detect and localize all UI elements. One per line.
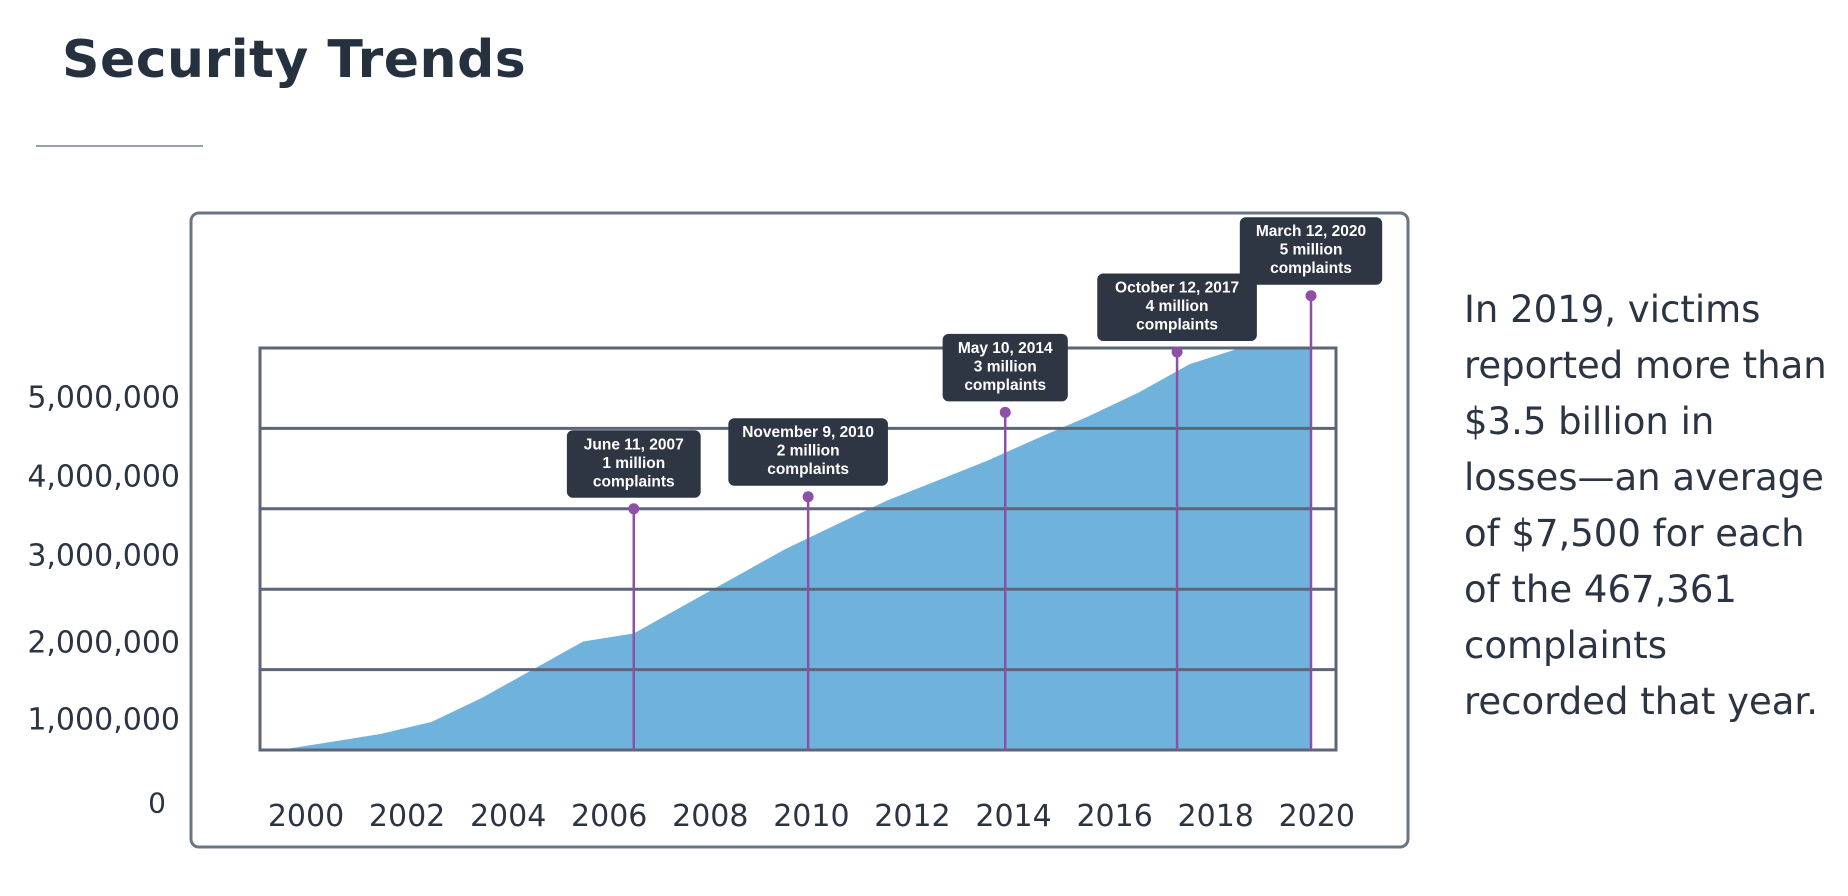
milestone-label-text: May 10, 2014 [958, 340, 1053, 357]
milestone-label-box [942, 333, 1068, 402]
milestone-label-text: October 12, 2017 [1115, 280, 1239, 297]
milestone-label-text: complaints [767, 461, 849, 478]
milestone-label-text: 1 million [602, 455, 665, 472]
milestone-label-text: complaints [1270, 260, 1352, 277]
y-tick-label-1: 1,000,000 [27, 702, 180, 738]
y-axis-labels: 0 1,000,000 2,000,000 3,000,000 4,000,00… [0, 0, 180, 896]
milestone-label-text: 2 million [777, 443, 840, 460]
x-tick-label: 2016 [1076, 799, 1152, 834]
y-tick-label-2: 2,000,000 [27, 625, 180, 661]
x-tick-label: 2010 [773, 799, 849, 834]
milestone-label-box [566, 430, 701, 498]
milestone-dot [999, 406, 1011, 418]
title-divider [36, 145, 203, 147]
page-title: Security Trends [62, 30, 527, 90]
milestone-dot [1305, 290, 1317, 302]
x-tick-label: 2006 [571, 799, 647, 834]
y-tick-label-3: 3,000,000 [27, 538, 180, 574]
x-tick-label: 2002 [369, 799, 445, 834]
milestone-label-text: November 9, 2010 [742, 424, 874, 441]
x-tick-label: 2020 [1279, 799, 1355, 834]
x-tick-label: 2008 [672, 799, 748, 834]
milestone-label-box [728, 418, 888, 486]
y-tick-label-4: 4,000,000 [27, 459, 180, 495]
x-tick-label: 2018 [1178, 799, 1254, 834]
plot-box [258, 346, 1338, 752]
area-series [280, 348, 1311, 750]
milestone-dot [1171, 346, 1183, 358]
milestone-label-box [1097, 273, 1257, 342]
y-tick-label-0: 0 [148, 786, 166, 820]
milestone-label-box [1239, 217, 1383, 285]
milestone-label-text: 3 million [974, 358, 1037, 375]
milestone-label-text: complaints [593, 473, 675, 490]
milestone-label-text: complaints [1136, 317, 1218, 334]
chart-frame [189, 211, 1410, 849]
x-tick-label: 2000 [268, 799, 344, 834]
y-tick-label-5: 5,000,000 [27, 380, 180, 416]
x-tick-label: 2014 [975, 799, 1051, 834]
milestone-dot [802, 491, 814, 503]
milestone-label-text: March 12, 2020 [1256, 223, 1366, 240]
milestone-dot [628, 503, 640, 515]
milestone-label-text: 4 million [1146, 298, 1209, 315]
milestone-label-text: June 11, 2007 [584, 436, 684, 453]
milestone-label-text: complaints [964, 377, 1046, 394]
x-tick-label: 2004 [470, 799, 546, 834]
x-tick-label: 2012 [874, 799, 950, 834]
side-note-text: In 2019, victims reported more than $3.5… [1464, 288, 1827, 723]
milestone-label-text: 5 million [1280, 242, 1343, 259]
